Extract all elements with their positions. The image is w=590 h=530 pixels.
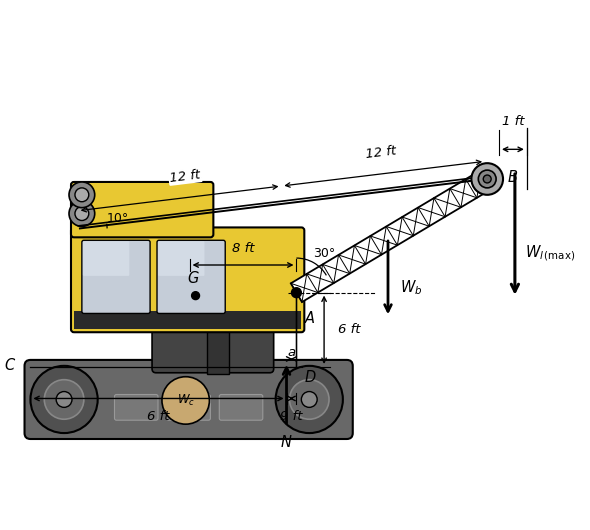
Text: $C$: $C$: [5, 357, 17, 373]
FancyBboxPatch shape: [71, 227, 304, 332]
Bar: [208, 285, 229, 374]
Circle shape: [56, 392, 72, 408]
Text: $N$: $N$: [280, 434, 293, 450]
FancyBboxPatch shape: [82, 240, 150, 313]
FancyBboxPatch shape: [25, 360, 353, 439]
Text: $A$: $A$: [304, 311, 316, 326]
Text: 12 ft: 12 ft: [365, 144, 396, 161]
FancyBboxPatch shape: [83, 241, 129, 276]
Text: $W_b$: $W_b$: [400, 278, 422, 297]
FancyBboxPatch shape: [157, 240, 225, 313]
Text: 1 ft: 1 ft: [502, 114, 524, 128]
Circle shape: [69, 201, 95, 226]
Text: $W_{l\,(\mathrm{max})}$: $W_{l\,(\mathrm{max})}$: [525, 243, 575, 263]
Circle shape: [276, 366, 343, 433]
Text: 10°: 10°: [106, 212, 129, 225]
Circle shape: [75, 207, 88, 220]
Text: $W_c$: $W_c$: [176, 393, 195, 408]
Text: 8 ft: 8 ft: [232, 242, 254, 255]
FancyBboxPatch shape: [152, 325, 274, 373]
Circle shape: [75, 188, 88, 202]
Text: $D$: $D$: [304, 369, 317, 385]
FancyBboxPatch shape: [158, 241, 205, 276]
Circle shape: [69, 182, 95, 208]
Text: 6 ft: 6 ft: [148, 410, 170, 423]
Text: 12 ft: 12 ft: [169, 168, 201, 184]
FancyBboxPatch shape: [71, 182, 214, 237]
Circle shape: [291, 288, 301, 298]
Polygon shape: [291, 170, 493, 302]
Circle shape: [44, 379, 84, 419]
Text: $G$: $G$: [187, 270, 200, 286]
Text: 9 ft: 9 ft: [280, 410, 303, 423]
Circle shape: [471, 163, 503, 195]
Text: $B$: $B$: [507, 169, 518, 185]
FancyBboxPatch shape: [114, 394, 158, 420]
Circle shape: [290, 379, 329, 419]
Circle shape: [483, 175, 491, 183]
FancyBboxPatch shape: [167, 394, 211, 420]
Text: $a$: $a$: [287, 346, 296, 359]
Bar: [74, 312, 301, 329]
Circle shape: [192, 292, 199, 299]
Circle shape: [301, 392, 317, 408]
Circle shape: [31, 366, 98, 433]
Circle shape: [478, 170, 496, 188]
Text: 6 ft: 6 ft: [338, 323, 360, 336]
Text: 30°: 30°: [313, 246, 335, 260]
FancyBboxPatch shape: [219, 394, 263, 420]
Circle shape: [162, 377, 209, 424]
